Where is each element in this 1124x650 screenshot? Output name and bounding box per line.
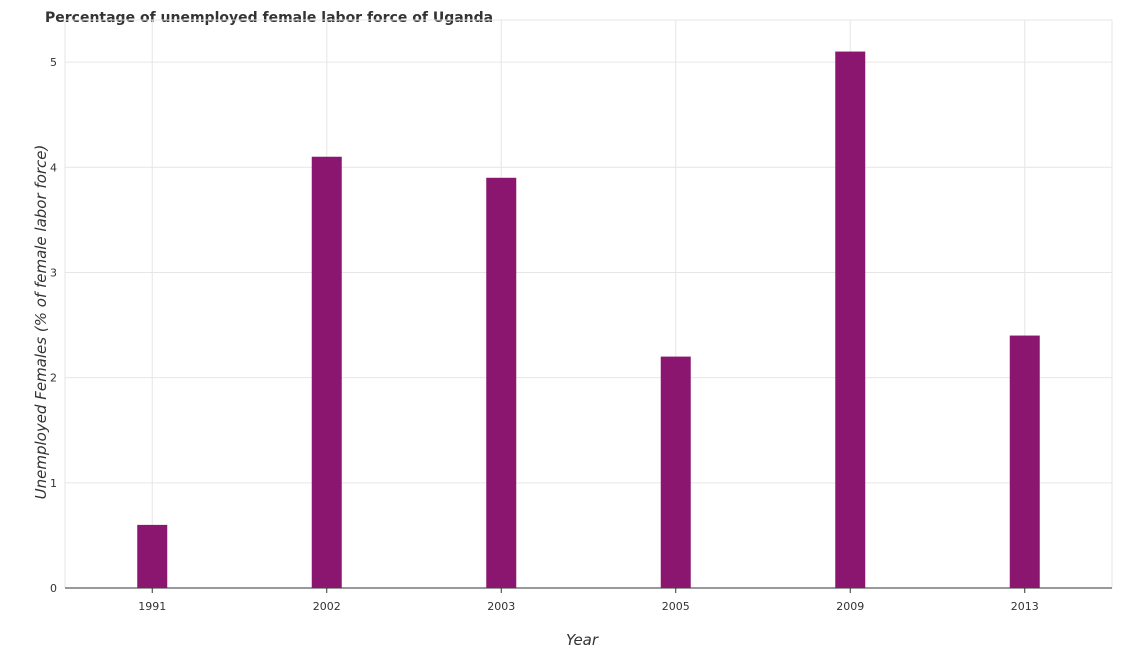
x-tick-label: 2003 bbox=[487, 600, 515, 613]
y-tick-label: 2 bbox=[50, 372, 57, 385]
bar-2005 bbox=[660, 356, 691, 588]
y-tick-label: 5 bbox=[50, 56, 57, 69]
x-tick-label: 2013 bbox=[1011, 600, 1039, 613]
x-tick-label: 2002 bbox=[313, 600, 341, 613]
grid-layer bbox=[65, 20, 1112, 589]
bar-2009 bbox=[835, 51, 866, 589]
label-layer: 0 1 2 3 4 5 1991 2002 2003 2005 2009 2013 bbox=[50, 56, 1039, 613]
x-tick-label: 2005 bbox=[662, 600, 690, 613]
bar-2002 bbox=[311, 156, 342, 589]
bar-2013 bbox=[1009, 335, 1040, 588]
bar-2003 bbox=[486, 177, 517, 588]
y-axis-title: Unemployed Females (% of female labor fo… bbox=[32, 145, 50, 500]
x-tick-label: 2009 bbox=[836, 600, 864, 613]
bar-1991 bbox=[137, 524, 168, 588]
y-tick-label: 3 bbox=[50, 266, 57, 279]
x-tick-label: 1991 bbox=[138, 600, 166, 613]
y-tick-label: 4 bbox=[50, 161, 57, 174]
chart-title: Percentage of unemployed female labor fo… bbox=[45, 10, 494, 26]
y-tick-label: 1 bbox=[50, 477, 57, 490]
axis-layer bbox=[64, 19, 1113, 593]
bar-layer bbox=[137, 51, 1040, 589]
y-tick-label: 0 bbox=[50, 582, 57, 595]
x-axis-title: Year bbox=[566, 631, 599, 649]
